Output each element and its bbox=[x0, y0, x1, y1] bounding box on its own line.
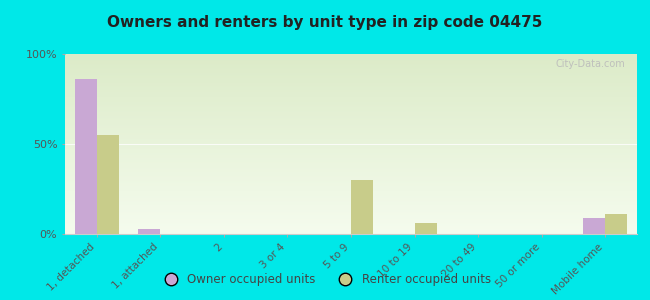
Bar bbox=[583, 218, 605, 234]
Bar bbox=[605, 214, 627, 234]
Text: City-Data.com: City-Data.com bbox=[556, 59, 625, 69]
Text: Owners and renters by unit type in zip code 04475: Owners and renters by unit type in zip c… bbox=[107, 15, 543, 30]
Bar bbox=[351, 180, 373, 234]
Legend: Owner occupied units, Renter occupied units: Owner occupied units, Renter occupied un… bbox=[154, 269, 496, 291]
Bar bbox=[97, 135, 119, 234]
Bar bbox=[138, 229, 161, 234]
Bar bbox=[415, 223, 437, 234]
Bar bbox=[75, 79, 97, 234]
